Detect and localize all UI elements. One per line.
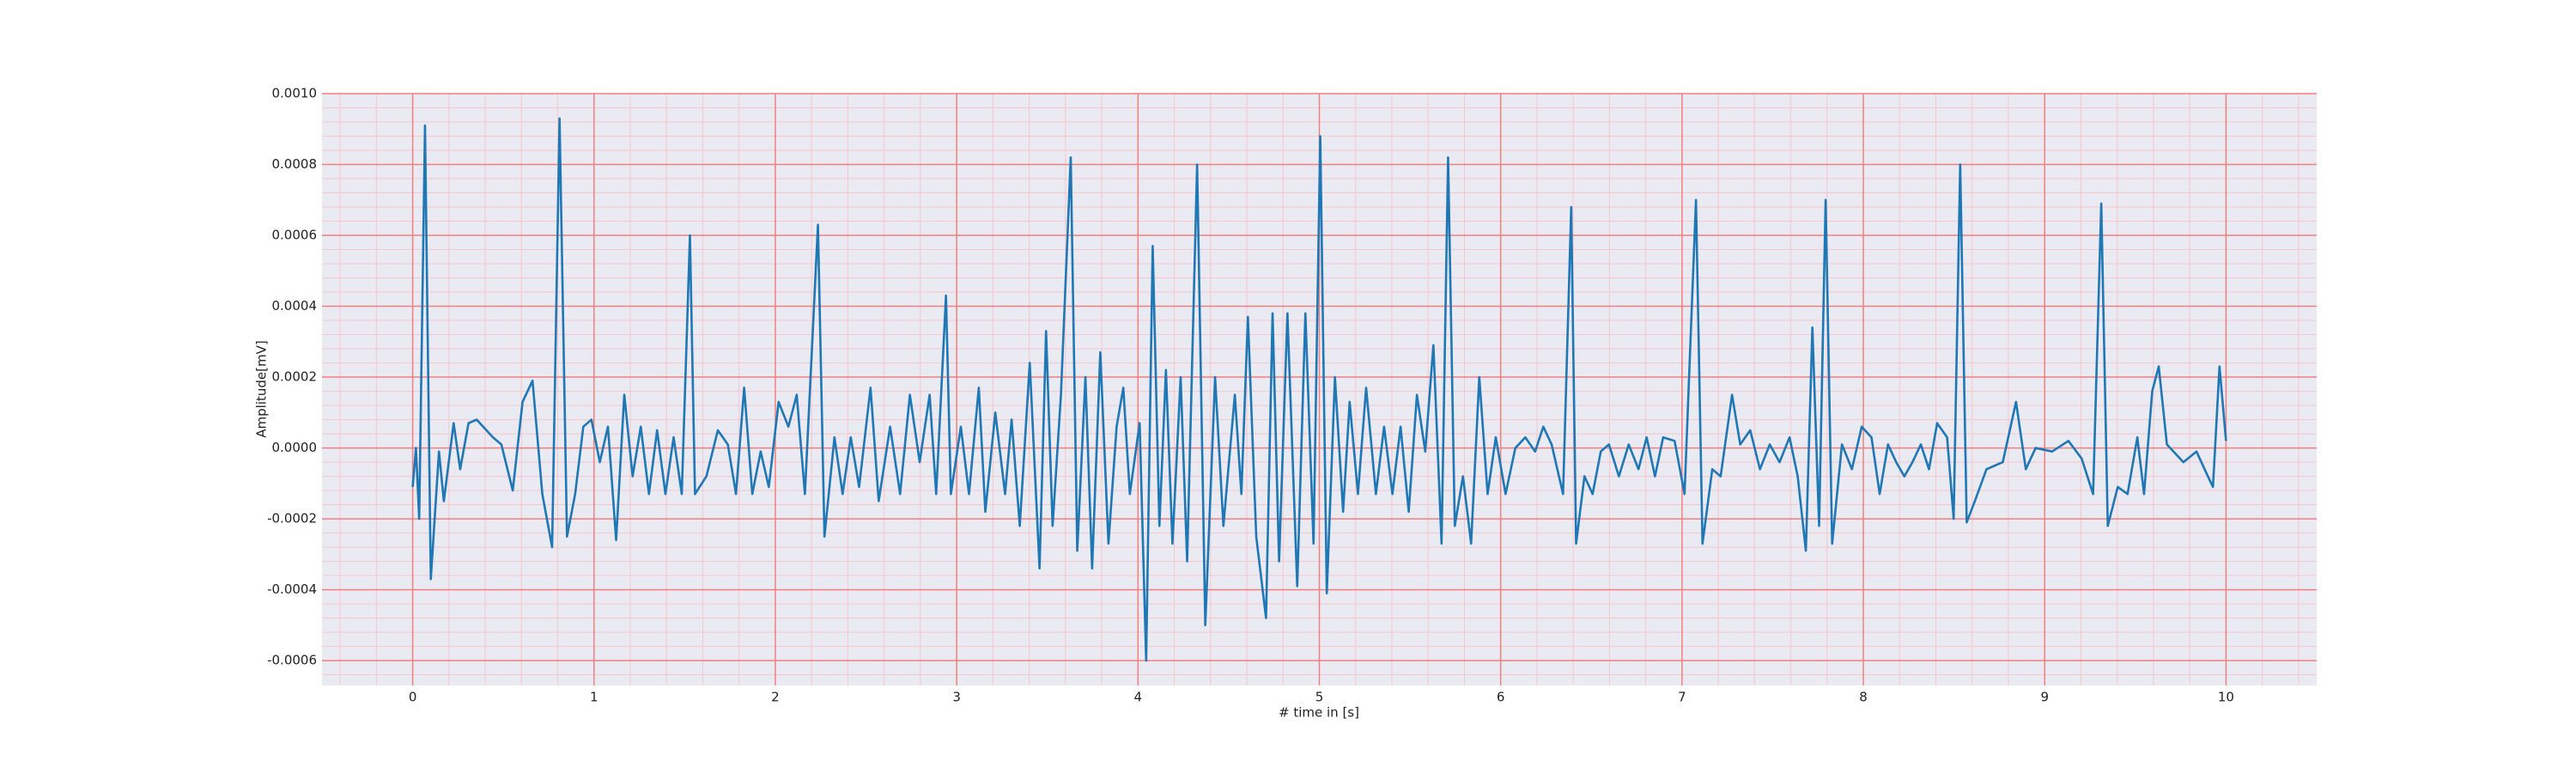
x-tick-label: 9	[2040, 690, 2049, 705]
x-tick-label: 4	[1134, 690, 1143, 705]
x-tick-label: 2	[771, 690, 780, 705]
x-tick-label: 5	[1315, 690, 1324, 705]
y-tick-label: 0.0002	[272, 369, 318, 385]
data-line	[411, 117, 2227, 662]
x-tick-label: 0	[409, 690, 417, 705]
y-tick-label: 0.0000	[272, 440, 318, 455]
y-tick-label: -0.0004	[267, 581, 317, 597]
y-axis-label: Amplitude[mV]	[254, 340, 270, 437]
x-tick-label: 7	[1678, 690, 1686, 705]
y-tick-label: 0.0004	[272, 298, 318, 313]
y-tick-label: 0.0008	[272, 156, 318, 172]
y-tick-label: -0.0002	[267, 511, 317, 526]
x-tick-label: 1	[590, 690, 598, 705]
x-tick-label: 6	[1497, 690, 1505, 705]
y-tick-label: 0.0006	[272, 228, 318, 243]
y-tick-label: -0.0006	[267, 653, 317, 668]
x-axis-label: # time in [s]	[1279, 705, 1359, 721]
x-tick-label: 10	[2218, 690, 2234, 705]
x-tick-label: 3	[952, 690, 961, 705]
y-tick-label: 0.0010	[272, 86, 318, 101]
x-tick-label: 8	[1859, 690, 1868, 705]
